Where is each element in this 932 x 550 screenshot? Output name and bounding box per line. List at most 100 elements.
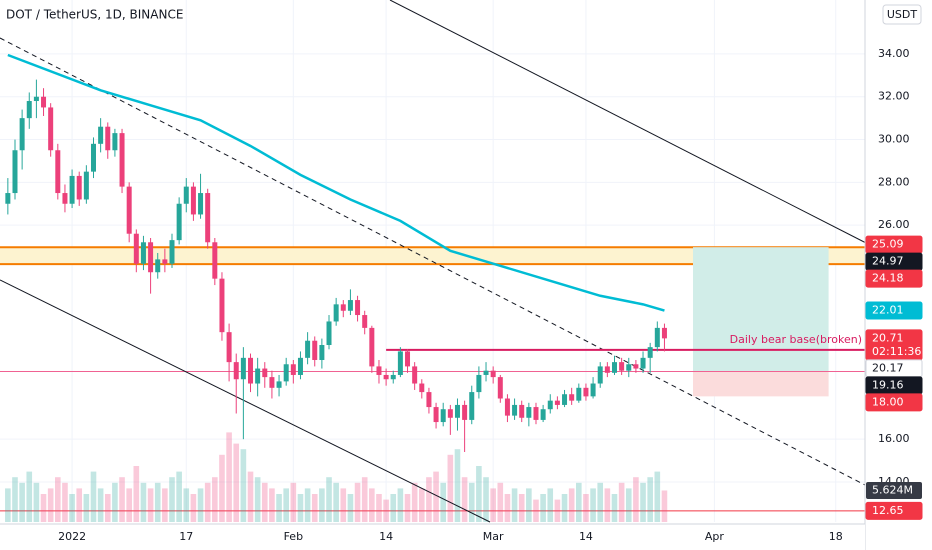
volume-bar [461, 477, 468, 522]
candle-body [490, 370, 496, 378]
candle-body [126, 186, 132, 234]
y-tick-label: 34.00 [878, 47, 910, 60]
volume-bar [62, 482, 68, 522]
candle-body [283, 364, 289, 382]
position-profit [692, 247, 829, 372]
volume-bar [326, 477, 332, 522]
volume-bar [411, 482, 418, 522]
candle-body [462, 404, 468, 420]
candle-body [554, 400, 560, 405]
candle-body [41, 96, 47, 108]
candle-body [647, 347, 653, 358]
volume-bar [497, 482, 504, 522]
candle-body [590, 383, 596, 397]
candle-body [226, 332, 232, 363]
candle-body [476, 374, 482, 393]
y-tick-label: 28.00 [878, 175, 910, 188]
volume-bar [154, 482, 161, 522]
candle-body [219, 278, 225, 333]
price-label-box [865, 501, 923, 520]
candle-body [119, 133, 125, 187]
volume-bar [104, 494, 111, 522]
x-tick-label: Feb [284, 530, 303, 543]
volume-bar [418, 488, 425, 522]
candle-body [504, 398, 510, 416]
candle-body [597, 366, 603, 384]
candle-body [33, 96, 39, 102]
channel-line [389, 0, 871, 246]
x-tick-label: 2022 [58, 530, 86, 543]
candle-body [198, 193, 204, 215]
volume-bar [611, 494, 618, 522]
volume-bar [447, 454, 454, 522]
volume-bar [190, 494, 197, 522]
candle-body [319, 345, 325, 360]
candle-body [376, 366, 382, 375]
candle-body [533, 407, 539, 420]
volume-bar [604, 488, 611, 522]
candle-body [454, 404, 460, 418]
candle-body [312, 340, 318, 360]
volume-bar [47, 488, 54, 522]
volume-bar [219, 454, 225, 522]
trend-line [0, 37, 866, 486]
price-label: 20.17 [872, 361, 904, 374]
candle-body [140, 242, 146, 264]
candle-body [98, 126, 104, 144]
volume-bar [647, 477, 653, 522]
candle-body [333, 304, 339, 322]
candle-body [397, 351, 403, 375]
volume-bar [369, 488, 375, 522]
volume-bar [390, 494, 397, 522]
volume-bar [340, 488, 347, 522]
candle-body [269, 377, 275, 388]
currency-label[interactable]: USDT [887, 8, 918, 21]
countdown: 02:11:36 [872, 345, 921, 358]
candle-body [148, 242, 154, 273]
volume-bar [511, 488, 518, 522]
candle-body [519, 404, 525, 418]
candle-body [497, 377, 503, 399]
chart-title: DOT / TetherUS, 1D, BINANCE [6, 8, 183, 22]
volume-bar [625, 488, 632, 522]
candle-body [112, 133, 118, 151]
volume-bar [547, 488, 554, 522]
channel-line [0, 279, 491, 523]
volume-bar [233, 443, 240, 522]
candle-body [76, 175, 82, 200]
volume-bar [454, 449, 461, 522]
volume-bar [561, 494, 568, 522]
volume-bar [554, 499, 561, 522]
volume-bar [661, 490, 668, 522]
volume-bar [55, 477, 61, 522]
volume-bar [426, 477, 432, 522]
volume-bar [504, 494, 511, 522]
volume-bar [319, 488, 325, 522]
volume-bar [597, 482, 604, 522]
volume-bar [290, 482, 297, 522]
candle-body [176, 203, 182, 241]
volume-bar [404, 494, 411, 522]
volume-bar [633, 477, 639, 522]
candle-body [12, 150, 18, 194]
candle-body [262, 368, 268, 378]
y-tick-label: 26.00 [878, 218, 910, 231]
price-label-box [865, 269, 923, 288]
x-tick-label: 18 [829, 530, 843, 543]
volume-bar [247, 471, 254, 522]
candle-body [90, 143, 96, 172]
candle-body [290, 364, 296, 375]
candle-body [469, 392, 475, 420]
candle-body [340, 304, 346, 311]
candle-body [447, 409, 453, 418]
candle-body [169, 240, 175, 264]
volume-bar [583, 494, 589, 522]
volume-bar [483, 477, 489, 522]
volume-bar [33, 482, 40, 522]
candle-body [255, 368, 261, 384]
price-label: 24.97 [872, 255, 904, 268]
currency-button[interactable] [882, 4, 922, 25]
volume-bar [568, 488, 575, 522]
